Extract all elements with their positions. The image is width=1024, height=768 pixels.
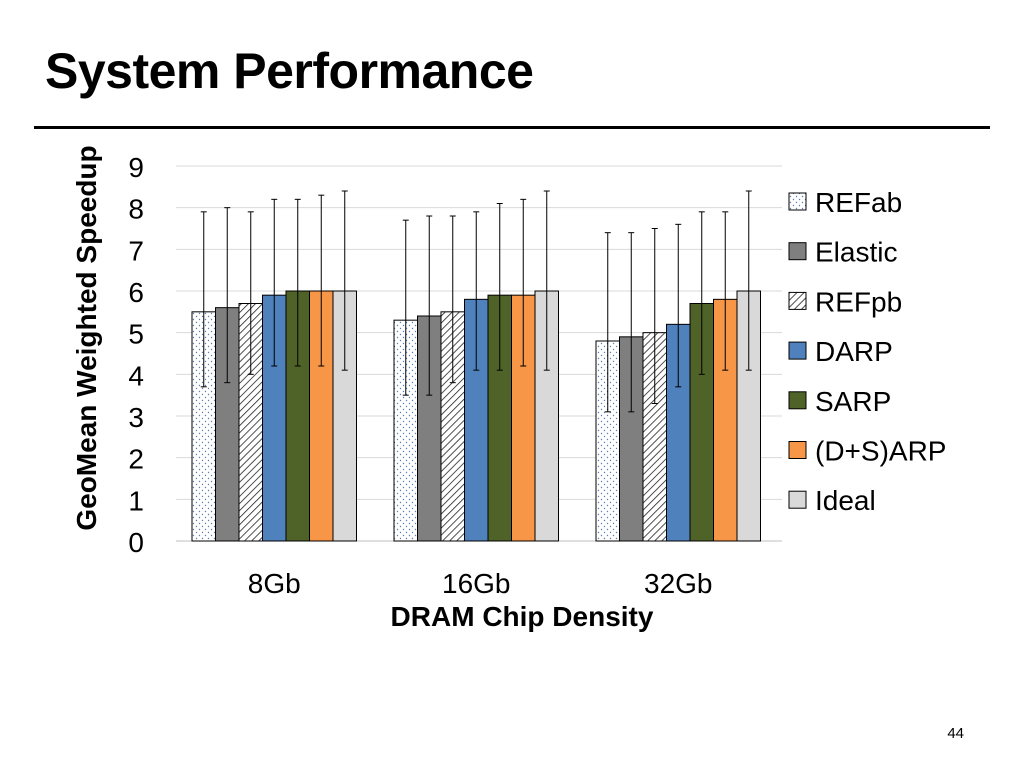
- legend-swatch-elastic: [788, 242, 807, 261]
- y-tick-label: 1: [128, 485, 144, 516]
- legend-swatch-refab: [788, 192, 807, 211]
- legend-swatch-ideal: [788, 490, 807, 509]
- legend-swatch-sarp: [788, 391, 807, 410]
- y-tick-label: 5: [128, 319, 144, 350]
- y-tick-label: 4: [128, 360, 144, 391]
- y-tick-label: 7: [128, 235, 144, 266]
- legend-label: DARP: [815, 336, 893, 367]
- x-tick-label: 16Gb: [442, 568, 511, 599]
- legend-label: REFpb: [815, 286, 902, 317]
- legend-swatch-darp: [788, 341, 807, 360]
- legend-label: Elastic: [815, 237, 897, 268]
- x-tick-label: 32Gb: [644, 568, 713, 599]
- y-axis-title: GeoMean Weighted Speedup: [71, 145, 102, 530]
- y-tick-label: 8: [128, 194, 144, 225]
- y-tick-label: 9: [128, 152, 144, 183]
- y-tick-label: 6: [128, 277, 144, 308]
- legend-swatch--d-s-arp: [788, 441, 807, 459]
- title-divider: [34, 126, 990, 129]
- legend-swatch-refpb: [788, 291, 807, 310]
- x-axis-title: DRAM Chip Density: [391, 601, 654, 632]
- legend-label: (D+S)ARP: [815, 436, 946, 467]
- x-tick-label: 8Gb: [248, 568, 301, 599]
- y-tick-label: 2: [128, 444, 144, 475]
- slide-title: System Performance: [45, 43, 534, 99]
- y-tick-label: 0: [128, 527, 144, 558]
- legend-label: Ideal: [815, 485, 876, 516]
- legend-label: REFab: [815, 187, 902, 218]
- page-number: 44: [947, 725, 964, 742]
- y-tick-label: 3: [128, 402, 144, 433]
- legend-label: SARP: [815, 386, 891, 417]
